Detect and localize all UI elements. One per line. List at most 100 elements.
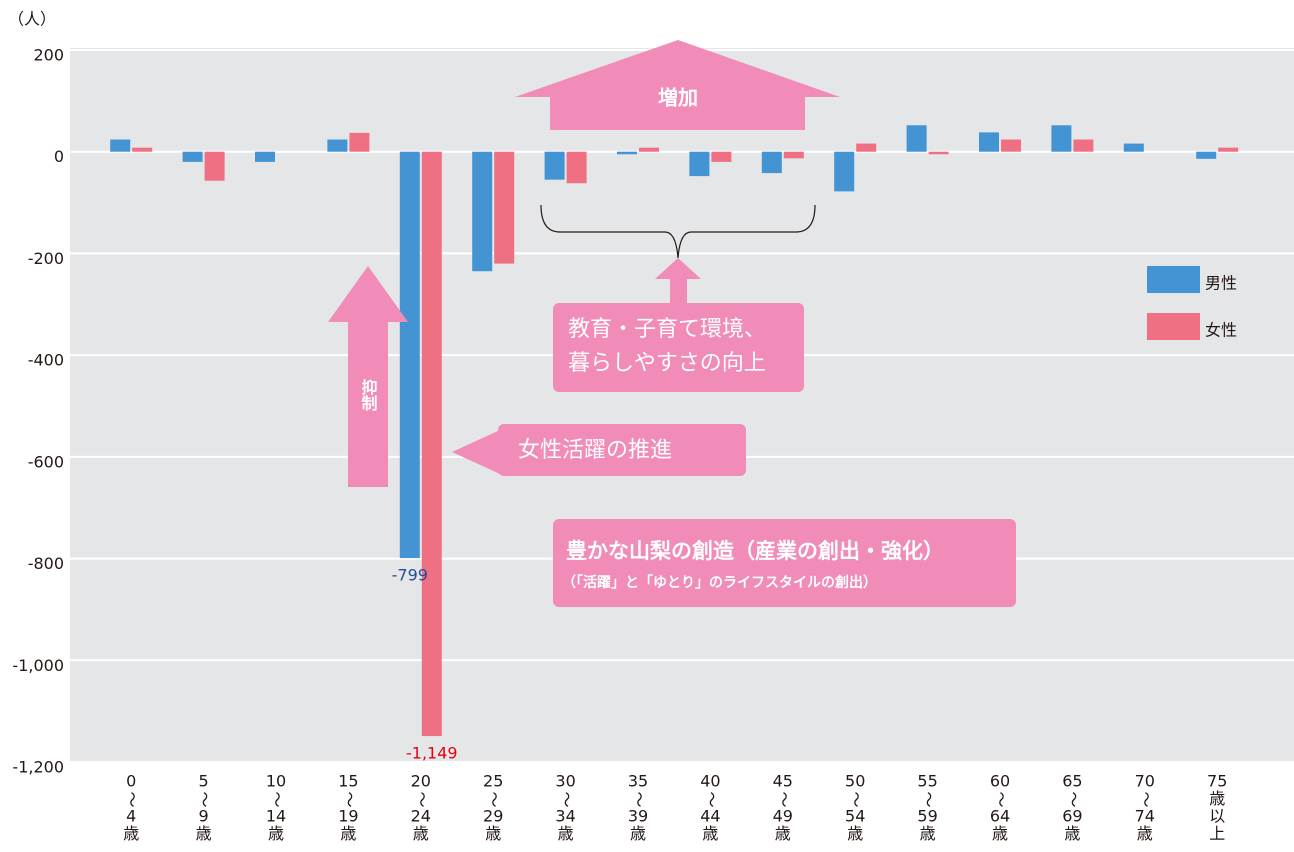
x-tick-label: 34: [555, 807, 575, 826]
y-tick-label: -400: [28, 351, 64, 370]
bar: [566, 151, 587, 184]
x-tick-label: 〜: [340, 791, 359, 807]
x-tick-label: 歳: [485, 824, 501, 843]
x-tick-label: 30: [555, 772, 575, 791]
education-arrow-head: [655, 258, 701, 279]
bar: [421, 151, 442, 737]
x-tick-label: 45: [773, 772, 793, 791]
bar: [1196, 151, 1217, 159]
x-tick-label: 〜: [485, 791, 504, 807]
bar: [856, 143, 877, 152]
bar: [182, 151, 203, 162]
x-tick-label: 4: [126, 807, 136, 826]
x-tick-label: 74: [1135, 807, 1155, 826]
bar: [689, 151, 710, 177]
x-tick-label: 上: [1209, 824, 1225, 843]
bar: [1051, 125, 1072, 152]
restrain-arrow-body: [348, 321, 388, 487]
x-tick-label: 歳: [413, 824, 429, 843]
x-tick-label: 〜: [919, 791, 938, 807]
y-axis-unit: （人）: [8, 10, 56, 29]
x-tick-label: 59: [917, 807, 937, 826]
y-tick-label: -800: [28, 554, 64, 573]
bar: [617, 151, 637, 155]
x-tick-label: 25: [483, 772, 503, 791]
increase-arrow-body: [550, 96, 805, 130]
x-tick-label: 〜: [702, 791, 721, 807]
bar: [544, 151, 565, 180]
x-tick-label: 歳: [196, 824, 212, 843]
bar: [639, 147, 659, 152]
creation-sublabel: （「活躍」と「ゆとり」のライフスタイルの創出）: [562, 574, 877, 591]
x-tick-label: 39: [628, 807, 648, 826]
x-tick-label: 〜: [268, 791, 287, 807]
x-tick-label: 64: [990, 807, 1010, 826]
bar: [1218, 147, 1239, 152]
restrain-label: 抑制: [359, 378, 378, 412]
x-tick-label: 〜: [1136, 791, 1155, 807]
x-tick-label: 歳: [992, 824, 1008, 843]
value-label: -1,149: [406, 744, 458, 763]
x-tick-label: 歳: [558, 824, 574, 843]
x-tick-label: 歳: [847, 824, 863, 843]
y-tick-label: -1,000: [12, 656, 64, 675]
x-tick-label: 〜: [195, 791, 214, 807]
bar: [761, 151, 782, 174]
annotation-shapes: [328, 40, 1016, 607]
bar: [349, 132, 370, 152]
restrain-arrow-head: [328, 266, 408, 322]
bar: [110, 139, 131, 152]
x-tick-label: 〜: [557, 791, 576, 807]
x-tick-label: 19: [338, 807, 358, 826]
x-tick-label: 40: [700, 772, 720, 791]
x-tick-label: 〜: [1064, 791, 1083, 807]
bar: [472, 151, 493, 272]
x-tick-label: 〜: [412, 791, 431, 807]
legend-label: 女性: [1205, 321, 1237, 340]
education-label: 教育・子育て環境、: [568, 317, 766, 342]
y-tick-label: -200: [28, 249, 64, 268]
x-tick-label: 50: [845, 772, 865, 791]
x-tick-label: 歳: [775, 824, 791, 843]
education-box: [553, 303, 804, 392]
women-label: 女性活躍の推進: [518, 438, 672, 463]
x-tick-label: 〜: [630, 791, 649, 807]
legend-label: 男性: [1205, 274, 1237, 293]
x-tick-label: 歳: [1064, 824, 1080, 843]
bar: [783, 151, 804, 159]
x-tick-label: 54: [845, 807, 865, 826]
x-tick-label: 〜: [123, 791, 142, 807]
x-tick-label: 24: [411, 807, 431, 826]
women-arrow-head: [452, 430, 500, 474]
bar: [204, 151, 225, 181]
x-tick-label: 70: [1135, 772, 1155, 791]
y-tick-label: -1,200: [12, 758, 64, 777]
women-box: [498, 424, 746, 476]
bar: [1123, 143, 1144, 152]
x-tick-label: 65: [1062, 772, 1082, 791]
x-tick-label: 歳: [1209, 789, 1225, 808]
x-tick-label: 歳: [630, 824, 646, 843]
x-tick-label: 60: [990, 772, 1010, 791]
x-tick-label: 0: [126, 772, 136, 791]
x-tick-label: 69: [1062, 807, 1082, 826]
x-tick-label: 35: [628, 772, 648, 791]
bar: [834, 151, 855, 192]
x-tick-label: 15: [338, 772, 358, 791]
bar: [906, 125, 927, 152]
bar: [979, 132, 999, 152]
x-tick-label: 歳: [1137, 824, 1153, 843]
y-tick-label: -600: [28, 452, 64, 471]
x-tick-label: 44: [700, 807, 720, 826]
x-tick-label: 歳: [920, 824, 936, 843]
bar: [494, 151, 515, 264]
x-tick-label: 〜: [847, 791, 866, 807]
x-tick-label: 14: [266, 807, 286, 826]
bar: [711, 151, 732, 162]
bar: [399, 151, 420, 559]
x-tick-label: 20: [411, 772, 431, 791]
x-tick-label: 5: [199, 772, 209, 791]
x-tick-label: 〜: [992, 791, 1011, 807]
x-tick-label: 9: [199, 807, 209, 826]
